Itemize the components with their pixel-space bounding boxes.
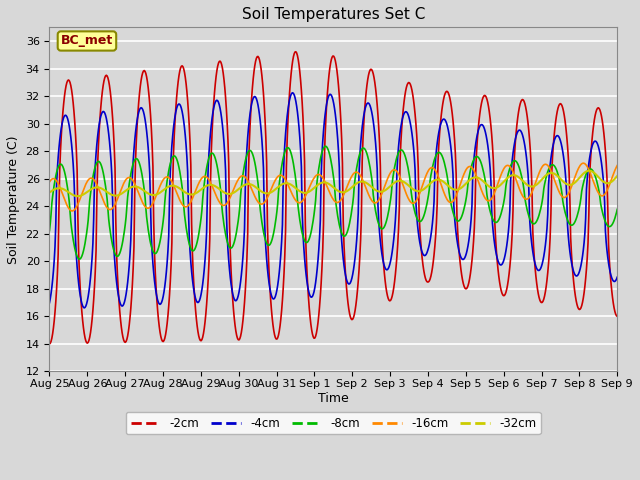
Line: -8cm: -8cm — [49, 146, 617, 259]
-2cm — [115, 286, 122, 291]
-16cm — [579, 160, 587, 166]
-4cm — [115, 296, 123, 301]
Line: -2cm: -2cm — [49, 52, 617, 344]
-32cm — [420, 186, 428, 192]
-4cm — [203, 229, 211, 235]
-2cm — [613, 313, 621, 319]
-8cm — [613, 206, 621, 212]
-4cm — [289, 90, 296, 96]
Line: -4cm: -4cm — [49, 93, 617, 308]
-4cm — [404, 111, 412, 117]
-32cm — [74, 193, 82, 199]
-16cm — [115, 192, 123, 198]
Legend: -2cm, -4cm, -8cm, -16cm, -32cm: -2cm, -4cm, -8cm, -16cm, -32cm — [126, 412, 541, 434]
-16cm — [56, 184, 63, 190]
-16cm — [173, 190, 180, 195]
-16cm — [420, 179, 428, 184]
-32cm — [403, 181, 411, 187]
-2cm — [403, 82, 411, 88]
-8cm — [56, 162, 63, 168]
X-axis label: Time: Time — [318, 392, 349, 405]
-32cm — [173, 184, 180, 190]
-32cm — [45, 190, 53, 195]
Title: Soil Temperatures Set C: Soil Temperatures Set C — [242, 7, 425, 22]
Text: BC_met: BC_met — [61, 35, 113, 48]
-32cm — [115, 192, 123, 198]
-4cm — [45, 300, 53, 306]
-2cm — [56, 167, 63, 172]
-32cm — [203, 183, 211, 189]
-2cm — [45, 341, 53, 347]
-32cm — [56, 185, 63, 191]
Line: -32cm: -32cm — [49, 171, 617, 196]
-4cm — [56, 137, 63, 143]
-8cm — [45, 228, 53, 233]
-2cm — [420, 268, 428, 274]
-8cm — [404, 165, 412, 170]
-8cm — [115, 252, 123, 258]
-16cm — [403, 193, 411, 199]
-4cm — [613, 274, 621, 280]
-4cm — [420, 253, 428, 259]
-2cm — [292, 49, 300, 55]
-8cm — [420, 211, 428, 216]
Line: -16cm: -16cm — [49, 163, 617, 211]
-32cm — [585, 168, 593, 174]
-8cm — [76, 256, 83, 262]
-4cm — [81, 305, 88, 311]
-16cm — [203, 174, 211, 180]
-32cm — [613, 173, 621, 179]
-8cm — [322, 144, 330, 149]
-16cm — [68, 208, 76, 214]
-8cm — [173, 156, 180, 162]
-8cm — [203, 165, 211, 171]
-2cm — [172, 105, 180, 111]
-16cm — [613, 163, 621, 168]
-16cm — [45, 179, 53, 185]
Y-axis label: Soil Temperature (C): Soil Temperature (C) — [7, 135, 20, 264]
-2cm — [202, 311, 210, 317]
-4cm — [173, 106, 180, 111]
